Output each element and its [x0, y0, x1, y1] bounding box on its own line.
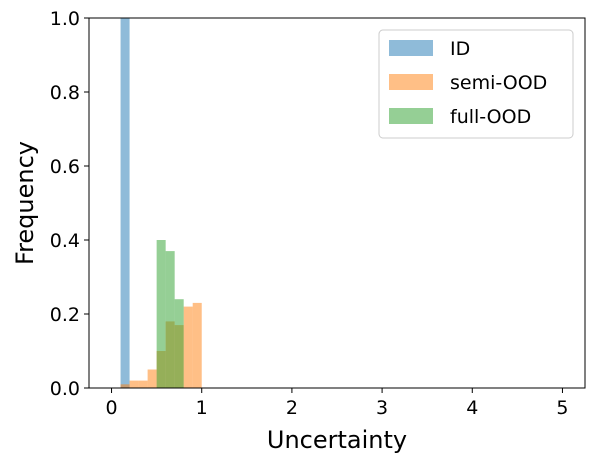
x-axis-label: Uncertainty: [267, 426, 407, 454]
y-tick-label: 0.8: [50, 82, 80, 104]
legend-label-semi-ood: semi-OOD: [450, 72, 547, 94]
y-tick-label: 0.2: [50, 304, 80, 326]
bar-semi-ood-0: [120, 384, 130, 388]
histogram-bars: [120, 18, 202, 388]
y-tick-label: 1.0: [50, 8, 80, 30]
y-tick-label: 0.0: [50, 378, 80, 400]
legend-label-id: ID: [450, 38, 470, 60]
x-tick-label: 2: [286, 397, 298, 419]
bar-semi-ood-8: [192, 302, 202, 388]
bar-full-ood-2: [174, 299, 184, 388]
x-tick-label: 5: [556, 397, 568, 419]
legend-label-full-ood: full-OOD: [450, 106, 531, 128]
x-tick-label: 4: [466, 397, 478, 419]
y-tick-label: 0.4: [50, 230, 80, 252]
legend-swatch-full-ood: [389, 108, 433, 124]
y-axis-label: Frequency: [11, 141, 39, 265]
plot-frame: [88, 17, 586, 389]
legend-swatch-id: [389, 40, 433, 56]
legend: ID semi-OOD full-OOD: [378, 29, 574, 139]
y-axis-ticks: 0.0 0.2 0.4 0.6 0.8 1.0: [50, 8, 89, 400]
bar-full-ood-1: [165, 251, 175, 388]
bar-semi-ood-7: [183, 306, 193, 388]
x-tick-label: 3: [376, 397, 388, 419]
legend-swatch-semi-ood: [389, 74, 433, 90]
y-tick-label: 0.6: [50, 156, 80, 178]
x-axis-ticks: 0 1 2 3 4 5: [105, 388, 569, 419]
x-tick-label: 1: [196, 397, 208, 419]
bar-semi-ood-1: [129, 380, 139, 388]
x-tick-label: 0: [105, 397, 117, 419]
bar-semi-ood-3: [147, 369, 157, 388]
bar-semi-ood-2: [138, 380, 148, 388]
bar-full-ood-0: [156, 240, 166, 388]
bar-id-0: [120, 18, 130, 388]
